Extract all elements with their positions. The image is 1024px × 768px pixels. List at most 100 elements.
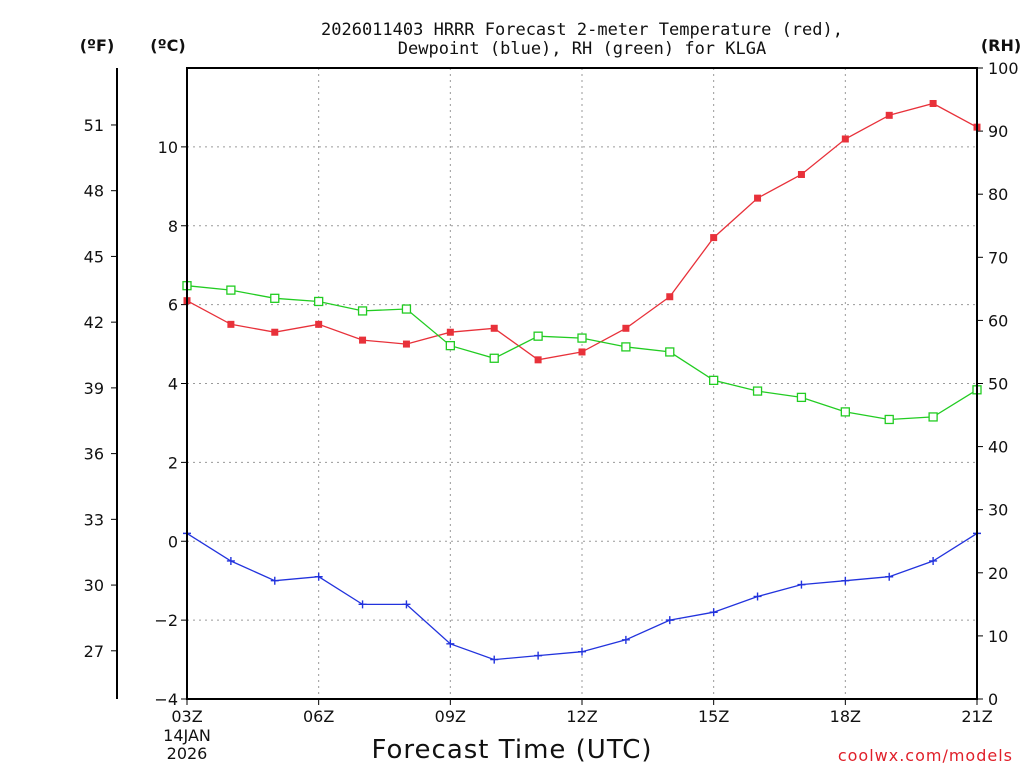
rh-tick-label: 100 [988,59,1019,78]
rh-tick-label: 10 [988,627,1008,646]
rh-tick-label: 50 [988,375,1008,394]
dewpoint-point [270,576,279,585]
fahrenheit-tick-label: 33 [84,510,104,529]
temperature-point [666,293,674,301]
temperature-point [402,340,410,348]
rh-point [796,392,807,403]
dewpoint-point [490,655,499,664]
temperature-point [315,320,323,328]
celsius-unit-label: (ºC) [150,36,185,55]
temperature-point [359,336,367,344]
rh-point [314,296,324,307]
fahrenheit-unit-label: (ºF) [80,36,115,55]
dewpoint-point [885,572,894,581]
rh-point [401,304,412,314]
chart-title-line2: Dewpoint (blue), RH (green) for KLGA [398,39,766,59]
dewpoint-point [753,592,762,601]
grid-lines [187,68,977,699]
credit-text: coolwx.com/models [838,746,1013,765]
rh-point [270,293,280,303]
dewpoint-point [226,556,235,565]
x-tick-label: 12Z [566,707,597,726]
rh-axis: 0 10 20 30 40 50 60 70 80 90 100 [977,59,1019,709]
x-tick-label: 15Z [698,707,729,726]
temperature-point [534,356,542,364]
celsius-tick-label: 10 [158,138,178,157]
temperature-point [885,111,893,119]
fahrenheit-tick-label: 27 [84,642,104,661]
time-axis: 03Z 06Z 09Z 12Z 15Z 18Z 21Z [171,699,993,726]
dewpoint-point [841,576,850,585]
fahrenheit-tick-label: 36 [84,445,104,464]
temperature-point [271,328,279,336]
rh-point [884,414,894,425]
fahrenheit-tick-label: 48 [84,182,104,201]
temperature-point [754,194,762,202]
celsius-tick-label: −4 [154,690,178,709]
celsius-tick-label: 6 [168,296,178,315]
rh-point [752,386,763,396]
rh-point [709,375,719,385]
fahrenheit-tick-label: 42 [84,313,104,332]
fahrenheit-axis: 27 30 33 36 39 42 45 48 51 [84,68,118,699]
rh-point [928,412,938,422]
temperature-point [622,324,630,332]
celsius-tick-label: 2 [168,453,178,472]
rh-point [489,353,499,363]
data-series [182,99,982,664]
dewpoint-point [709,608,718,617]
x-tick-label: 09Z [435,707,466,726]
rh-point [665,347,675,357]
dewpoint-point [665,616,674,625]
temperature-point [841,135,849,143]
rh-point [226,285,236,295]
rh-tick-label: 60 [988,311,1008,330]
rh-tick-label: 30 [988,501,1008,520]
celsius-axis: −4 −2 0 2 4 6 8 10 [154,138,187,709]
dewpoint-point [797,580,806,589]
celsius-tick-label: 4 [168,375,178,394]
temperature-point [929,99,937,107]
dewpoint-point [534,651,543,660]
temperature-point [446,328,454,336]
temperature-point [490,324,498,332]
x-tick-label: 21Z [961,707,992,726]
rh-point [445,340,455,351]
fahrenheit-tick-label: 39 [84,379,104,398]
rh-tick-label: 20 [988,564,1008,583]
fahrenheit-tick-label: 51 [84,116,104,135]
dewpoint-point [314,572,323,581]
rh-tick-label: 80 [988,185,1008,204]
rh-tick-label: 40 [988,438,1008,457]
rh-unit-label: (RH) [981,36,1021,55]
rh-point [577,333,587,343]
rh-tick-label: 90 [988,122,1008,141]
dewpoint-point [358,600,367,609]
temperature-point [578,348,586,356]
temperature-point [710,234,718,242]
date-label-day: 14JAN [163,726,211,745]
x-tick-label: 18Z [830,707,861,726]
celsius-tick-label: 8 [168,217,178,236]
dewpoint-point [578,647,586,656]
rh-tick-label: 0 [988,690,998,709]
rh-point [621,342,631,352]
temperature-point [227,320,235,328]
x-axis-title: Forecast Time (UTC) [371,735,652,765]
rh-point [533,331,543,341]
dewpoint-point [929,556,938,565]
dewpoint-point [446,639,455,648]
rh-tick-label: 70 [988,248,1008,267]
x-tick-label: 03Z [171,707,202,726]
dewpoint-point [402,600,411,609]
rh-point [357,306,368,316]
date-label-year: 2026 [167,744,208,763]
temperature-point [797,170,805,178]
x-tick-label: 06Z [303,707,334,726]
celsius-tick-label: 0 [168,532,178,551]
rh-point [840,407,850,417]
celsius-tick-label: −2 [154,611,178,630]
dewpoint-point [621,635,630,644]
fahrenheit-tick-label: 45 [84,247,104,266]
